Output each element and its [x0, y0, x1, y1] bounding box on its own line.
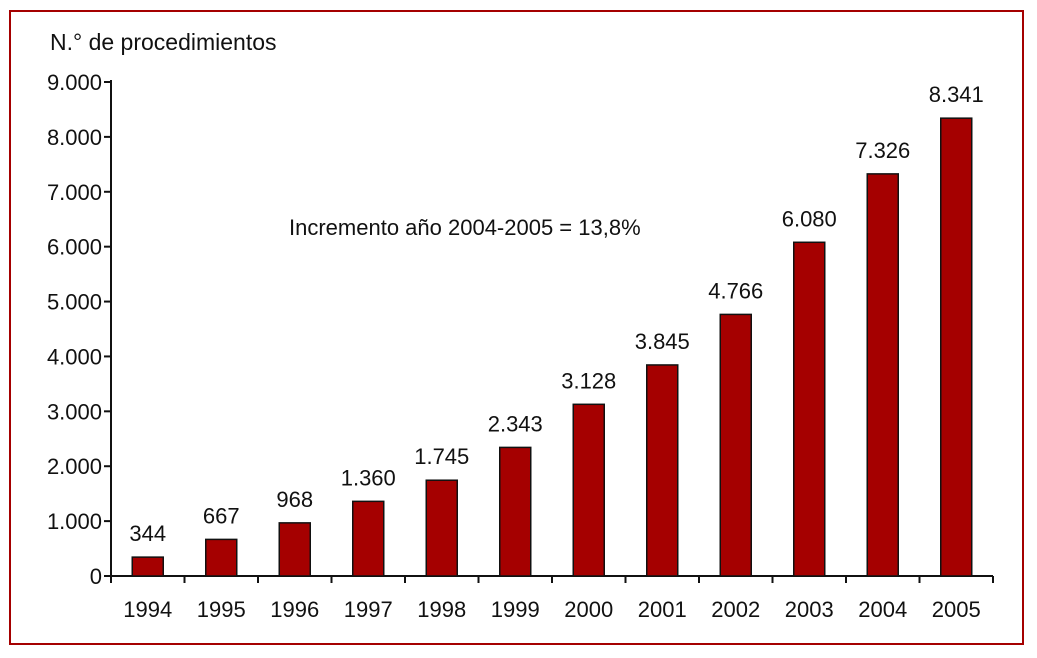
x-tick-label: 2001	[638, 597, 687, 622]
bar-value-label: 667	[203, 503, 240, 528]
bar-value-label: 7.326	[855, 138, 910, 163]
bars: 344 667 968 1.360 1.745 2.343 3.128 3.845 4.766 6…	[129, 82, 984, 577]
y-tick-label: 0	[90, 564, 102, 589]
bar-2002	[719, 313, 752, 577]
bar-1996	[278, 522, 311, 577]
x-axis: 1994 1995 1996 1997 1998 1999 2000 2001 2002 2003…	[110, 575, 994, 622]
y-tick-label: 3.000	[47, 399, 102, 424]
x-tick-label: 1994	[123, 597, 172, 622]
y-tick-label: 2.000	[47, 454, 102, 479]
bar-value-label: 4.766	[708, 278, 763, 303]
bar-value-label: 8.341	[929, 82, 984, 107]
bar-1997	[352, 500, 385, 577]
bar-1999	[499, 446, 532, 577]
x-tick-label: 2003	[785, 597, 834, 622]
y-tick-label: 6.000	[47, 235, 102, 260]
bar-value-label: 968	[276, 487, 313, 512]
bar-2003	[793, 241, 826, 577]
x-tick-label: 1998	[417, 597, 466, 622]
bar-2000	[572, 403, 605, 577]
x-tick-label: 2004	[858, 597, 907, 622]
bar-value-label: 3.128	[561, 368, 616, 393]
x-tick-label: 1999	[491, 597, 540, 622]
bar-value-label: 3.845	[635, 329, 690, 354]
bar-2001	[646, 364, 679, 577]
y-tick-label: 7.000	[47, 180, 102, 205]
bar-1998	[425, 479, 458, 577]
annotation-increment: Incremento año 2004-2005 = 13,8%	[289, 215, 641, 240]
bar-value-label: 6.080	[782, 206, 837, 231]
bar-value-label: 1.745	[414, 444, 469, 469]
x-tick-label: 2002	[711, 597, 760, 622]
y-tick-label: 1.000	[47, 509, 102, 534]
bar-1995	[205, 538, 238, 577]
y-axis: 0 1.000 2.000 3.000 4.000 5.000 6.000 7.000 8.00…	[47, 70, 112, 589]
x-tick-label: 2005	[932, 597, 981, 622]
y-tick-label: 5.000	[47, 290, 102, 315]
y-tick-label: 8.000	[47, 125, 102, 150]
bar-2004	[866, 173, 899, 577]
y-tick-label: 9.000	[47, 70, 102, 95]
y-tick-label: 4.000	[47, 344, 102, 369]
bar-value-label: 344	[129, 521, 166, 546]
bar-2005	[940, 117, 973, 577]
x-tick-label: 2000	[564, 597, 613, 622]
x-tick-label: 1996	[270, 597, 319, 622]
x-tick-label: 1995	[197, 597, 246, 622]
bar-value-label: 2.343	[488, 411, 543, 436]
bar-value-label: 1.360	[341, 465, 396, 490]
x-tick-label: 1997	[344, 597, 393, 622]
bar-1994	[131, 556, 164, 577]
y-axis-label: N.° de procedimientos	[50, 29, 277, 55]
